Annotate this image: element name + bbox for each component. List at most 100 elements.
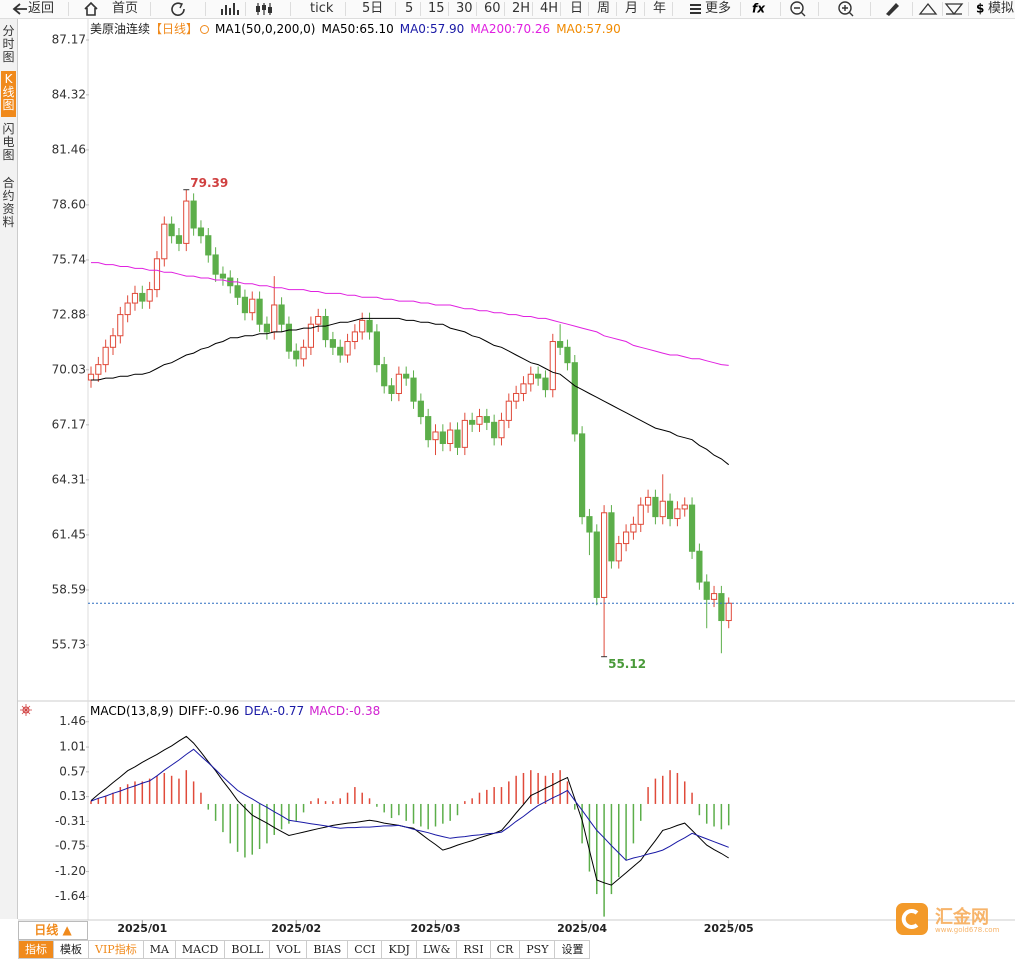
candle-body [366, 319, 373, 333]
indicator-tab[interactable]: CR [490, 940, 521, 959]
sidebar-tab[interactable]: 闪电图 [2, 122, 15, 162]
candle-body [527, 373, 534, 385]
candle-body [703, 581, 710, 600]
candle-body [447, 429, 454, 445]
sidebar-tab[interactable]: 合约资料 [2, 176, 15, 229]
legend-entry: MA1(50,0,200,0) [215, 22, 316, 36]
toolbar-separator [245, 2, 246, 16]
legend-entry: DEA:-0.77 [244, 704, 305, 718]
sidebar-tab[interactable]: K线图 [1, 71, 16, 117]
toolbar-item[interactable]: 模拟 [988, 1, 1015, 16]
candle-body [564, 346, 571, 364]
candle-body [432, 431, 439, 441]
indicator-tab[interactable]: RSI [457, 940, 491, 959]
candle-body [161, 223, 168, 260]
toolbar-item[interactable]: tick [310, 1, 334, 16]
candle-body [271, 304, 278, 333]
candle-body [601, 512, 608, 598]
indicator-tab[interactable]: 设置 [555, 940, 591, 959]
toolbar-separator [345, 2, 346, 16]
watermark-url: www.gold678.com [935, 926, 1000, 934]
candle-body [505, 400, 512, 421]
candle-body [644, 496, 652, 506]
candle-body [454, 429, 461, 448]
ma-line [91, 262, 729, 366]
indicator-tab[interactable]: KDJ [382, 940, 417, 959]
chart-title: 美原油连续 [90, 22, 151, 36]
y-tick-label: 67.17 [52, 417, 86, 431]
candle-body [483, 416, 490, 423]
candle-body [696, 550, 703, 583]
candle-body [87, 373, 95, 381]
indicator-tab[interactable]: 模板 [54, 940, 89, 959]
toolbar-separator [448, 2, 449, 16]
candle-body [403, 373, 410, 379]
toolbar-item[interactable]: 返回 [28, 1, 55, 16]
indicator-tab[interactable]: MACD [175, 940, 226, 959]
indicator-tab[interactable]: CCI [348, 940, 383, 959]
y-tick-label: 84.32 [52, 87, 86, 101]
candle-body [293, 350, 300, 360]
toolbar-separator [912, 2, 913, 16]
toolbar-item[interactable]: 5 [405, 1, 414, 16]
toolbar-item[interactable]: 2H [512, 1, 531, 16]
indicator-tab[interactable]: LW& [416, 940, 458, 959]
candle-body [461, 419, 468, 448]
y-tick-label: 72.88 [52, 307, 86, 321]
candle-body [520, 383, 527, 394]
candle-body [183, 200, 190, 244]
candle-body [593, 531, 600, 598]
toolbar-item[interactable]: 年 [653, 1, 667, 16]
toolbar-item[interactable]: 30 [456, 1, 473, 16]
candle-body [117, 314, 124, 337]
candle-body [615, 543, 622, 562]
indicator-tab[interactable]: VOL [270, 940, 308, 959]
toolbar-separator [968, 2, 969, 16]
candle-body [710, 593, 718, 600]
candle-body [337, 346, 344, 356]
watermark: 汇金网 www.gold678.com [895, 902, 1005, 938]
toolbar-item[interactable]: 15 [428, 1, 445, 16]
toolbar-separator [644, 2, 645, 16]
candle-body [256, 298, 263, 325]
legend-entry: MACD:-0.38 [309, 704, 381, 718]
candle-body [439, 431, 446, 445]
candle-body [637, 504, 644, 525]
toolbar-item[interactable]: 更多 [705, 1, 732, 16]
y-tick-label: 0.13 [59, 789, 86, 803]
candle-body [212, 254, 219, 275]
candle-body [388, 385, 395, 394]
candle-body [608, 512, 615, 562]
toolbar-separator [588, 2, 589, 16]
sidebar-tab[interactable]: 分时图 [2, 24, 15, 64]
toolbar-item[interactable]: 周 [597, 1, 611, 16]
indicator-tab[interactable]: PSY [520, 940, 556, 959]
price-legend: 美原油连续【日线】 MA1(50,0,200,0) MA50:65.10 MA0:57… [90, 21, 627, 37]
macd-legend: MACD(13,8,9) DIFF:-0.96 DEA:-0.77 MACD:-0.3… [90, 703, 385, 719]
toolbar-separator [290, 2, 291, 16]
toolbar-separator [504, 2, 505, 16]
macd-line [90, 748, 729, 861]
indicator-tab[interactable]: VIP指标 [89, 940, 144, 959]
indicator-tab[interactable]: BIAS [307, 940, 349, 959]
toolbar-item[interactable]: 首页 [112, 1, 139, 16]
toolbar-item[interactable]: 月 [625, 1, 639, 16]
candle-body [322, 316, 329, 341]
toolbar-separator [476, 2, 477, 16]
toolbar-item[interactable]: 日 [570, 1, 584, 16]
indicator-tab[interactable]: MA [143, 940, 176, 959]
toolbar-item[interactable]: 5日 [362, 1, 384, 16]
candle-body [652, 496, 659, 518]
candle-body [571, 362, 578, 435]
indicator-tab[interactable]: 指标 [18, 940, 54, 959]
period-button[interactable]: 日线 ▲ [18, 921, 88, 940]
macd-icon [20, 704, 32, 716]
y-tick-label: -0.75 [55, 839, 86, 853]
toolbar-separator [780, 2, 781, 16]
ma-line [91, 317, 730, 466]
indicator-tab[interactable]: BOLL [225, 940, 271, 959]
toolbar-item[interactable]: 60 [484, 1, 501, 16]
toolbar-item[interactable]: 4H [540, 1, 559, 16]
x-tick-label: 2025/02 [271, 922, 321, 935]
